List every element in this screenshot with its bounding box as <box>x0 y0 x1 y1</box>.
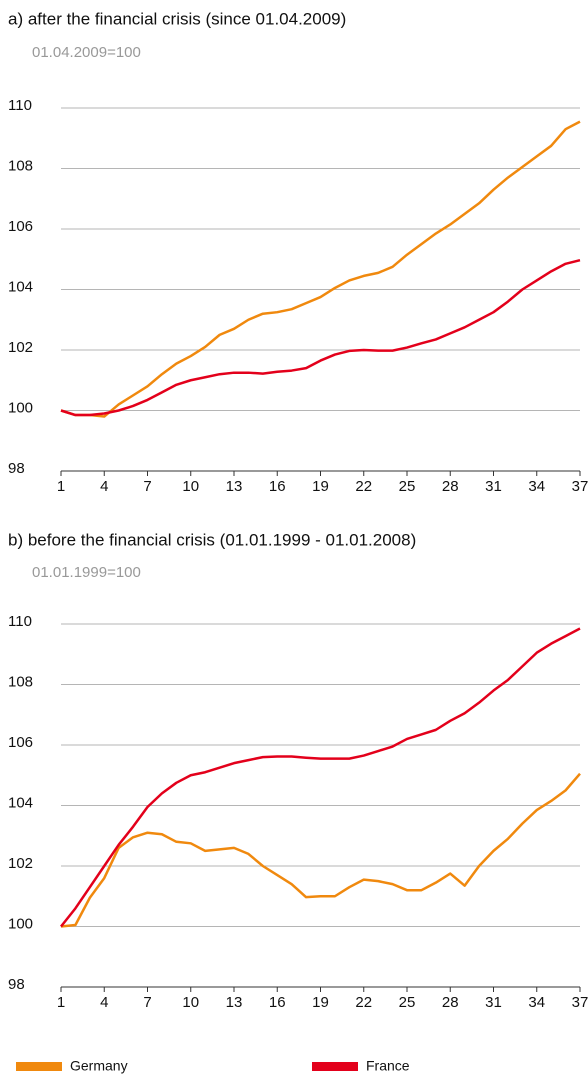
x-tick-label: 31 <box>485 994 502 1011</box>
chart-title: b) before the financial crisis (01.01.19… <box>8 530 416 549</box>
legend-label: France <box>366 1058 410 1074</box>
y-tick-label: 102 <box>8 339 33 356</box>
x-tick-label: 34 <box>528 478 545 495</box>
y-tick-label: 100 <box>8 399 33 416</box>
y-tick-label: 98 <box>8 976 25 993</box>
x-tick-label: 19 <box>312 994 329 1011</box>
x-tick-label: 16 <box>269 478 286 495</box>
y-tick-label: 104 <box>8 794 33 811</box>
x-tick-label: 10 <box>182 478 199 495</box>
y-tick-label: 100 <box>8 915 33 932</box>
x-tick-label: 22 <box>355 478 372 495</box>
legend-swatch <box>16 1062 62 1071</box>
series-line <box>60 120 581 418</box>
chart-subtitle: 01.04.2009=100 <box>32 44 141 61</box>
x-tick-label: 34 <box>528 994 545 1011</box>
x-tick-label: 13 <box>226 994 243 1011</box>
chart-subtitle: 01.01.1999=100 <box>32 564 141 581</box>
x-tick-label: 4 <box>100 994 108 1011</box>
legend-label: Germany <box>70 1058 128 1074</box>
y-tick-label: 102 <box>8 855 33 872</box>
x-tick-label: 25 <box>399 994 416 1011</box>
legend-swatch <box>312 1062 358 1071</box>
x-tick-label: 28 <box>442 994 459 1011</box>
chart-title: a) after the financial crisis (since 01.… <box>8 9 346 28</box>
x-tick-label: 4 <box>100 478 108 495</box>
x-tick-label: 25 <box>399 478 416 495</box>
x-tick-label: 10 <box>182 994 199 1011</box>
x-tick-label: 37 <box>572 994 588 1011</box>
y-tick-label: 110 <box>8 613 32 630</box>
y-tick-label: 106 <box>8 218 33 235</box>
y-tick-label: 106 <box>8 734 33 751</box>
x-tick-label: 37 <box>572 478 588 495</box>
series-line <box>60 258 581 417</box>
y-tick-label: 108 <box>8 673 33 690</box>
x-tick-label: 22 <box>355 994 372 1011</box>
x-tick-label: 7 <box>143 478 151 495</box>
series-line <box>60 772 581 928</box>
x-tick-label: 31 <box>485 478 502 495</box>
y-tick-label: 110 <box>8 97 32 114</box>
y-tick-label: 104 <box>8 278 33 295</box>
x-tick-label: 16 <box>269 994 286 1011</box>
x-tick-label: 1 <box>57 994 65 1011</box>
x-tick-label: 1 <box>57 478 65 495</box>
series-line <box>60 627 581 928</box>
y-tick-label: 108 <box>8 157 33 174</box>
x-tick-label: 7 <box>143 994 151 1011</box>
y-tick-label: 98 <box>8 460 25 477</box>
x-tick-label: 19 <box>312 478 329 495</box>
x-tick-label: 13 <box>226 478 243 495</box>
x-tick-label: 28 <box>442 478 459 495</box>
